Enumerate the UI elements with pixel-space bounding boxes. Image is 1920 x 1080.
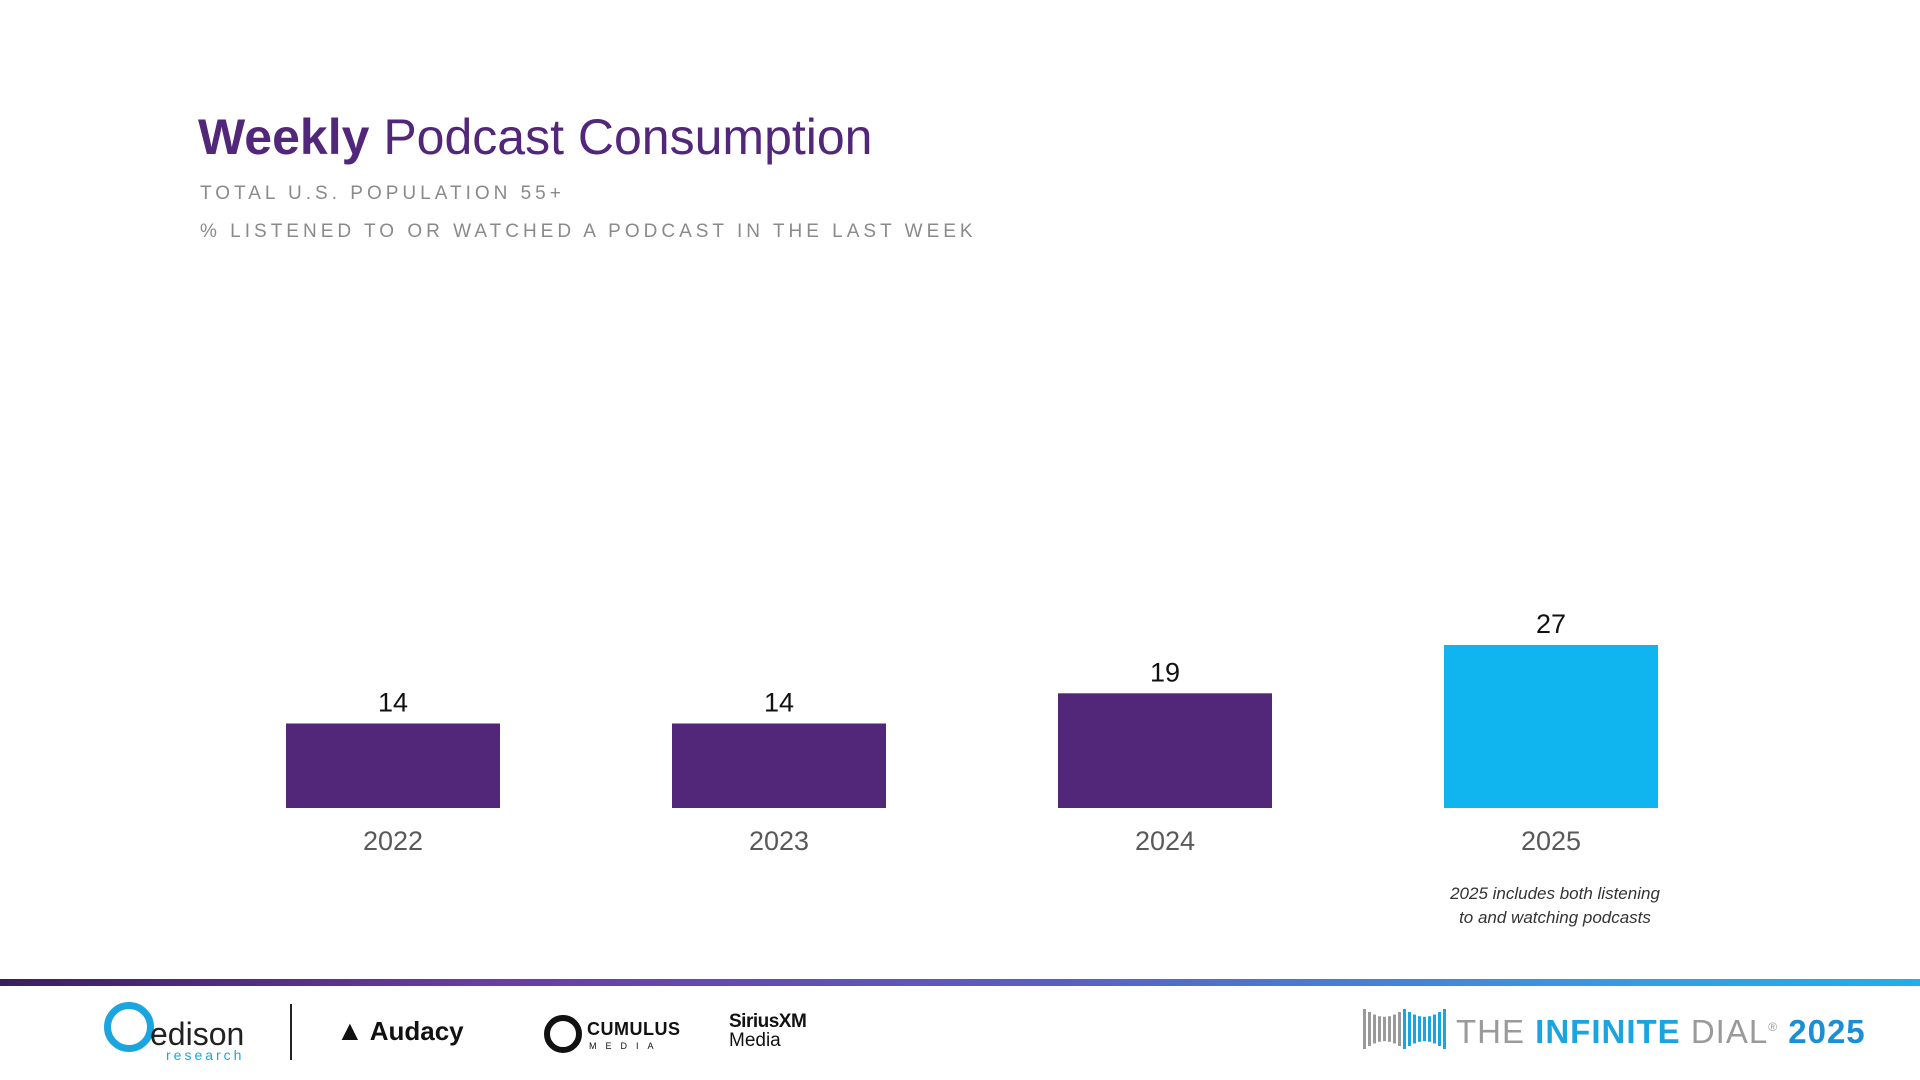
edison-research-logo: edison research (100, 998, 270, 1068)
infinity-loop-bar (1418, 1016, 1421, 1042)
infinity-loop-bar (1433, 1014, 1436, 1044)
audacy-logo-word: Audacy (369, 1016, 464, 1046)
infinity-loop-bar (1443, 1009, 1446, 1049)
category-label-2024: 2024 (1135, 826, 1195, 856)
bar-2025 (1444, 645, 1658, 808)
infinite-dial-pre: THE (1456, 1013, 1536, 1050)
category-label-2025: 2025 (1521, 826, 1581, 856)
infinity-loop-bar (1438, 1011, 1441, 1047)
bar-2023 (672, 723, 886, 808)
infinity-loop-bar (1383, 1016, 1386, 1042)
infinity-loop-bar (1363, 1009, 1366, 1049)
infinity-loop-bar (1368, 1011, 1371, 1047)
data-label-2023: 14 (764, 687, 794, 717)
data-label-2024: 19 (1150, 657, 1180, 687)
infinite-dial-post: DIAL (1680, 1013, 1769, 1050)
edison-e-logo-icon (104, 1002, 154, 1052)
category-label-2022: 2022 (363, 826, 423, 856)
infinity-loop-bar (1413, 1014, 1416, 1044)
siriusxm-logo-line2: Media (729, 1030, 781, 1051)
infinity-loop-bar (1373, 1014, 1376, 1044)
infinity-loop-icon (1363, 1009, 1446, 1049)
infinity-loop-bar (1393, 1014, 1396, 1044)
category-label-2023: 2023 (749, 826, 809, 856)
cumulus-media-logo: CUMULUS MEDIA (544, 1013, 680, 1057)
infinity-loop-bar (1388, 1016, 1391, 1042)
bar-2022 (286, 723, 500, 808)
siriusxm-media-logo: SiriusXM Media (729, 1011, 807, 1051)
edison-logo-sub: research (166, 1047, 245, 1063)
chart-title-rest: Podcast Consumption (383, 109, 873, 165)
footer-divider (290, 1004, 292, 1060)
cumulus-c-icon (544, 1015, 582, 1053)
infinity-loop-bar (1398, 1011, 1401, 1047)
infinity-loop-bar (1408, 1011, 1411, 1047)
chart-subtitle-population: TOTAL U.S. POPULATION 55+ (200, 183, 565, 204)
infinite-dial-registered-mark: ® (1768, 1020, 1779, 1034)
infinity-loop-bar (1428, 1016, 1431, 1042)
infinite-dial-wordmark: THE INFINITE DIAL® 2025 (1456, 1013, 1866, 1051)
data-label-2025: 27 (1536, 609, 1566, 639)
infinite-dial-year: 2025 (1788, 1013, 1866, 1050)
chart-annotation-line2: to and watching podcasts (1459, 908, 1651, 927)
bar-chart: 14 2022 14 2023 19 2024 27 2025 (286, 609, 1658, 856)
chart-annotation: 2025 includes both listening to and watc… (1405, 882, 1705, 930)
cumulus-logo-word: CUMULUS (587, 1019, 681, 1039)
chart-annotation-line1: 2025 includes both listening (1450, 884, 1660, 903)
cumulus-logo-media: MEDIA (589, 1041, 663, 1051)
infinite-dial-bold: INFINITE (1535, 1013, 1681, 1050)
infinity-loop-bar (1423, 1016, 1426, 1042)
edison-logo-word: edison (150, 1016, 245, 1052)
chart-subtitle-measure: % LISTENED TO OR WATCHED A PODCAST IN TH… (200, 221, 977, 242)
chart-title: Weekly Podcast Consumption (198, 108, 873, 166)
infinity-loop-bar (1378, 1016, 1381, 1042)
infinite-dial-logo: THE INFINITE DIAL® 2025 (1360, 1003, 1865, 1053)
siriusxm-logo-line1: SiriusXM (729, 1011, 807, 1032)
audacy-a-icon: ▲ (336, 1015, 364, 1046)
data-label-2022: 14 (378, 687, 408, 717)
audacy-logo: ▲ Audacy (336, 1015, 464, 1047)
chart-title-bold: Weekly (198, 109, 370, 165)
bar-2024 (1058, 693, 1272, 808)
footer-gradient-rule (0, 979, 1920, 986)
infinity-loop-bar (1403, 1009, 1406, 1049)
